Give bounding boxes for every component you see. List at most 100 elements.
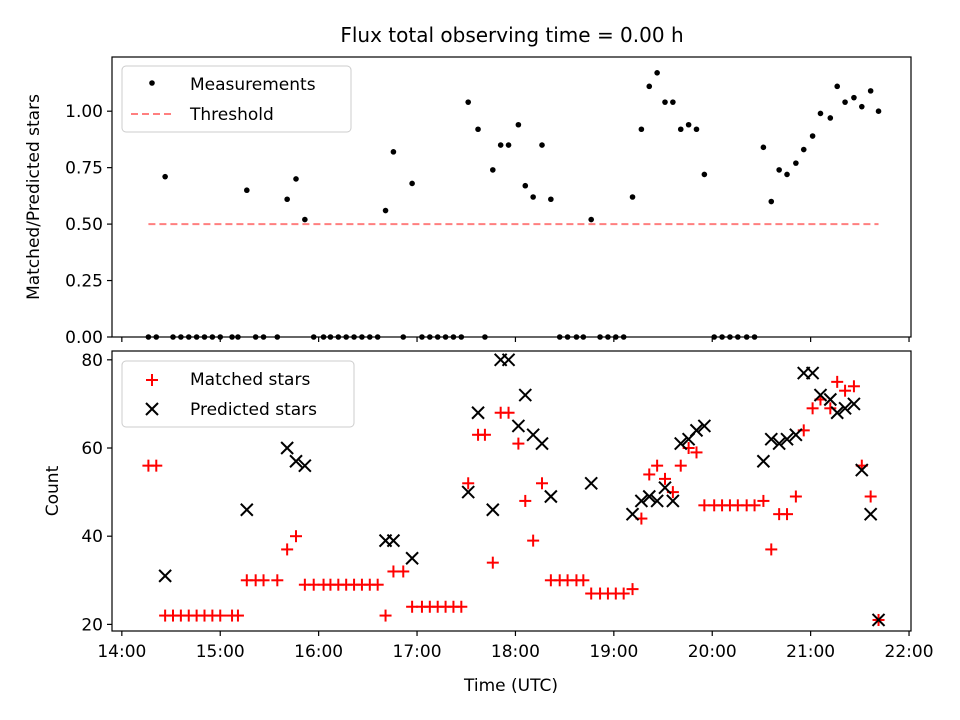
predicted-star-point (405, 551, 419, 565)
matched-star-point (757, 494, 770, 507)
predicted-star-point (280, 441, 294, 455)
matched-star-point (824, 402, 837, 415)
measurement-point (859, 103, 865, 110)
predicted-star-point (823, 392, 838, 407)
count-legend-box (121, 360, 355, 428)
matched-star-point (765, 543, 778, 556)
x-tick-label: 19:00 (589, 642, 638, 662)
ratio-y-tick-label: 0.00 (65, 328, 103, 348)
predicted-star-point (289, 454, 303, 468)
measurement-point (638, 126, 645, 133)
predicted-star-point (813, 388, 828, 402)
predicted-star-point (158, 569, 172, 583)
measurement-point (293, 176, 299, 182)
predicted-star-point (298, 458, 312, 473)
measurement-point (548, 196, 554, 203)
measurement-point (851, 94, 857, 101)
matched-star-point (781, 508, 794, 521)
measurement-point (515, 121, 522, 128)
predicted-star-point (666, 494, 680, 508)
matched-star-point (231, 609, 244, 622)
x-tick-label: 16:00 (294, 642, 343, 662)
count-panel: 20 40 60 80 14:00 15:00 16:00 17:00 18:00 19:00 2… (43, 350, 934, 696)
predicted-star-point (658, 480, 672, 495)
predicted-star-point (535, 436, 549, 451)
count-legend: Matched stars Predicted stars (121, 360, 355, 428)
predicted-star-point (789, 428, 803, 442)
matched-star-point (512, 437, 525, 450)
measurement-point (809, 133, 816, 139)
measurement-point (701, 171, 708, 178)
matched-legend-marker (146, 374, 158, 386)
measurement-point (776, 167, 782, 173)
ratio-legend-box (121, 65, 352, 133)
predicted-star-point (764, 432, 778, 446)
predicted-star-point (871, 613, 886, 627)
measurement-point (390, 149, 397, 155)
predicted-star-point (830, 406, 844, 420)
measurement-point (867, 88, 874, 94)
predicted-star-point (697, 419, 712, 433)
measurement-point (693, 126, 700, 133)
predicted-star-point (689, 423, 704, 438)
matched-star-point (674, 459, 687, 472)
measurement-point (768, 198, 775, 205)
matched-star-point (847, 380, 860, 393)
x-tick-label: 17:00 (393, 642, 442, 662)
predicted-star-point (501, 353, 516, 367)
matched-star-point (839, 384, 852, 397)
x-tick-label: 20:00 (688, 642, 737, 662)
measurement-point (475, 126, 481, 133)
x-tick-label: 21:00 (786, 642, 835, 662)
measurement-point (522, 182, 529, 189)
ratio-y-axis-label: Matched/Predicted stars (24, 94, 44, 300)
predicted-star-point (838, 401, 852, 416)
matched-star-point (617, 587, 630, 600)
ratio-x-ticks (121, 337, 910, 342)
measurement-point (827, 115, 834, 121)
measurement-point (244, 187, 250, 194)
matched-star-point (643, 468, 656, 481)
predicted-star-point (486, 503, 500, 517)
matched-star-point (690, 446, 703, 459)
measurement-point (629, 194, 636, 200)
measurement-point (284, 196, 290, 203)
predicted-star-point (584, 476, 598, 490)
measurement-point (409, 180, 415, 187)
predicted-star-point (780, 432, 794, 446)
measurement-point (505, 142, 512, 148)
predicted-star-point (674, 436, 688, 451)
matched-star-point (371, 578, 384, 591)
measurement-point (662, 99, 668, 105)
count-y-tick-label: 20 (81, 615, 103, 635)
predicted-legend-marker (145, 402, 159, 416)
measurement-point (760, 144, 767, 151)
matched-legend-label: Matched stars (190, 370, 310, 390)
matched-star-point (379, 609, 392, 622)
matched-star-point (257, 574, 270, 587)
predicted-star-point (518, 388, 532, 402)
measurement-point (834, 83, 841, 90)
measurement-point (539, 142, 545, 148)
matched-star-point (831, 375, 844, 388)
measurement-point (875, 108, 882, 114)
matched-star-point (397, 565, 410, 578)
matched-star-point (577, 574, 590, 587)
predicted-star-point (471, 406, 485, 420)
measurement-point (784, 171, 790, 178)
measurement-point (654, 70, 660, 76)
predicted-star-point (772, 436, 786, 451)
matched-star-point (214, 609, 227, 622)
measurement-point (685, 121, 692, 128)
predicted-star-point (756, 454, 771, 468)
matched-star-point (455, 600, 468, 613)
measurement-point (382, 207, 389, 214)
count-plot-area (142, 353, 886, 627)
measurement-point (817, 110, 824, 117)
predicted-star-point (634, 494, 649, 508)
matched-star-point (659, 472, 672, 485)
predicted-star-point (625, 507, 640, 521)
measurement-point (670, 99, 676, 105)
matched-star-point (290, 530, 303, 543)
